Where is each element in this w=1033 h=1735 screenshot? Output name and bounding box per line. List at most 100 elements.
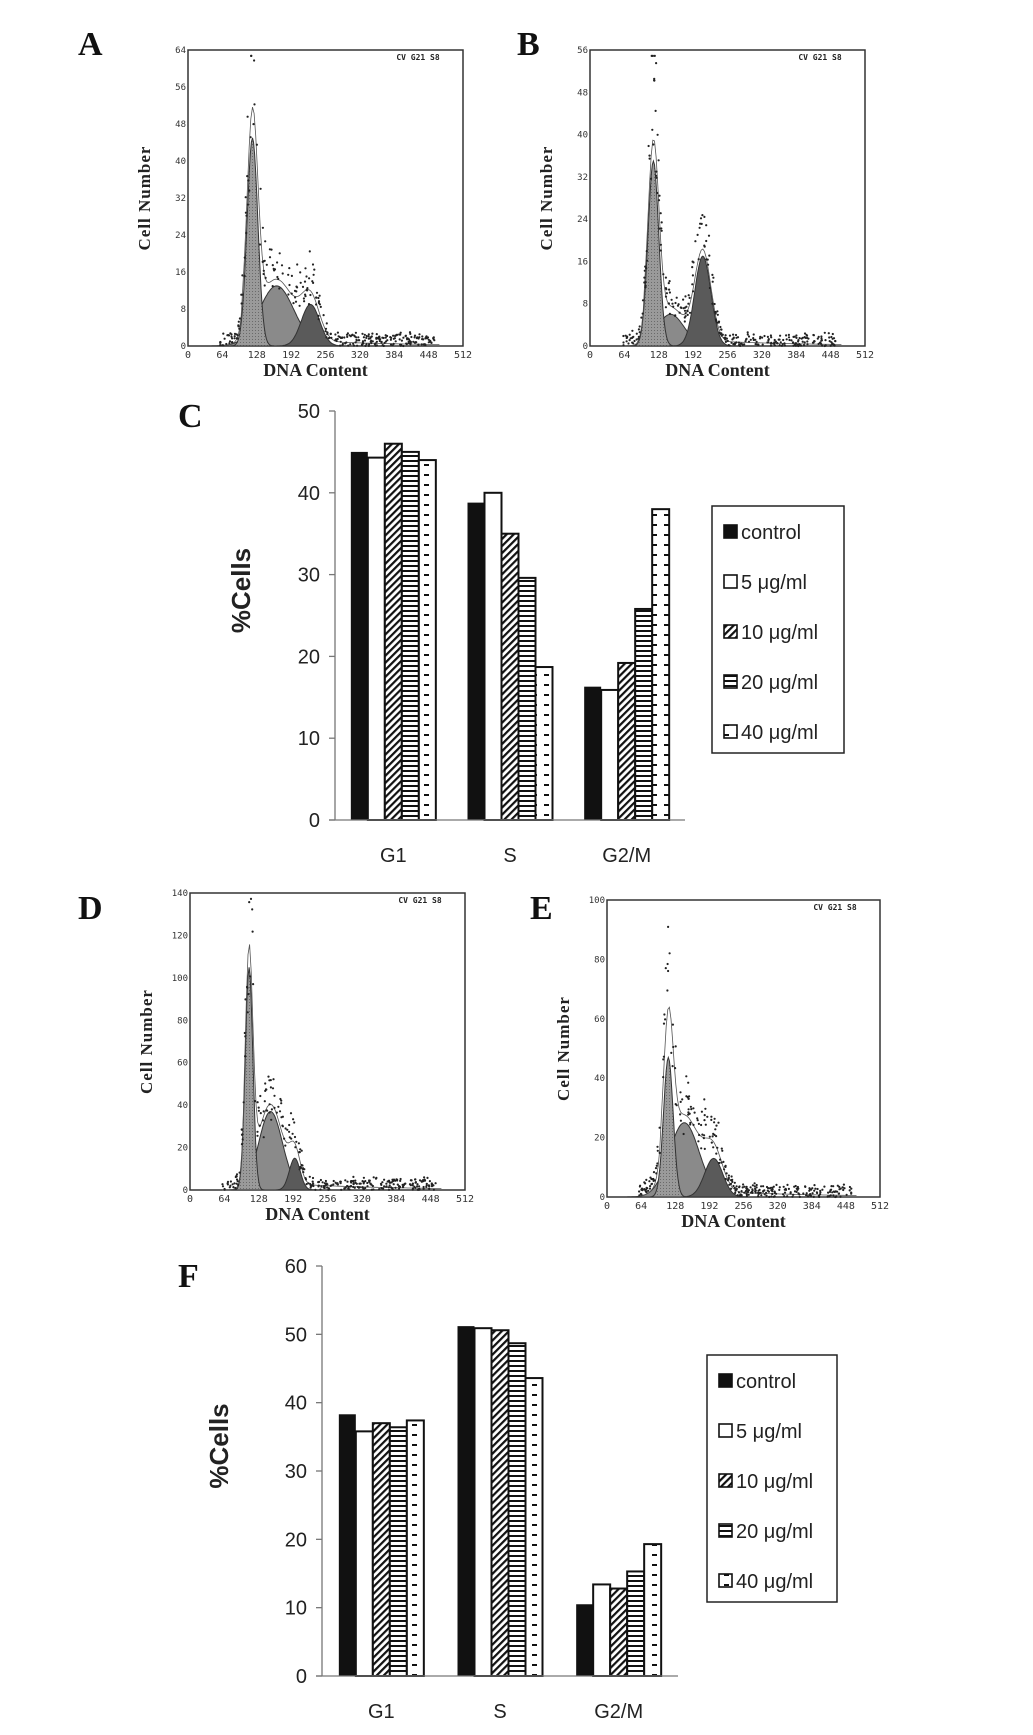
data-point [671, 302, 674, 305]
data-point [366, 1181, 369, 1185]
annotation: CV G21 S8 [396, 53, 440, 62]
data-point [703, 244, 706, 247]
y-tick-label: 0 [181, 342, 186, 352]
data-point [716, 310, 719, 313]
data-point [779, 341, 782, 344]
data-point [638, 325, 641, 328]
data-point [422, 338, 425, 341]
data-point [221, 1185, 225, 1188]
data-point [317, 318, 320, 321]
fit-component-g2m [670, 255, 736, 347]
y-tick-label: 40 [175, 157, 186, 167]
data-point [301, 285, 305, 288]
data-point [352, 1185, 355, 1189]
y-tick-label: 40 [177, 1101, 188, 1111]
data-point [670, 298, 673, 301]
data-point [311, 1180, 314, 1183]
y-tick-label: 60 [594, 1015, 605, 1025]
data-point [382, 336, 385, 340]
data-point [356, 344, 359, 347]
data-point [826, 1195, 829, 1198]
data-point [628, 339, 631, 342]
data-point [334, 333, 337, 336]
data-point [363, 333, 366, 336]
data-point [349, 343, 352, 346]
data-point [668, 288, 671, 291]
data-point [339, 344, 342, 347]
data-point [349, 1180, 352, 1183]
data-point [707, 234, 711, 237]
data-point [773, 1190, 776, 1193]
data-point [744, 340, 747, 343]
data-point [703, 215, 706, 218]
data-point [842, 1183, 846, 1186]
data-point [710, 1115, 713, 1118]
data-point [703, 1119, 706, 1122]
data-point [793, 1190, 797, 1193]
data-point [645, 250, 648, 253]
data-point [692, 261, 695, 264]
data-point [651, 1178, 654, 1181]
data-point [755, 340, 758, 343]
histogram-panel-e: 0 64 128 192 256 320 384 448 512 0 20 40 60 80 100 CV G… [554, 896, 889, 1231]
data-point [778, 1186, 781, 1189]
bar-white-g1 [354, 1430, 374, 1678]
data-point [302, 297, 305, 300]
data-point [428, 1187, 431, 1190]
data-point [655, 176, 658, 179]
data-point [287, 273, 290, 276]
data-point [241, 274, 244, 277]
data-point [701, 214, 704, 217]
data-point [782, 1185, 785, 1188]
legend-swatch-white [718, 1423, 733, 1438]
x-tick-label: 128 [248, 350, 266, 361]
plot-frame [606, 899, 881, 1198]
data-point [259, 1094, 262, 1098]
data-point [725, 1172, 728, 1175]
data-point [425, 1184, 428, 1187]
data-point [365, 334, 368, 338]
bar-dashes-s [524, 1377, 544, 1677]
data-point [766, 335, 770, 338]
data-point [235, 1173, 239, 1176]
data-point [332, 1183, 335, 1186]
data-point [317, 296, 320, 300]
bar-horizontal-g1 [388, 1426, 408, 1678]
data-point [658, 1126, 661, 1129]
data-point [343, 1187, 346, 1190]
data-point [652, 143, 655, 146]
data-point [271, 264, 274, 267]
data-point [664, 967, 667, 970]
data-point [423, 1179, 427, 1182]
data-point [757, 1195, 760, 1198]
x-tick-label: 448 [422, 1194, 440, 1205]
data-point [768, 1195, 771, 1198]
bar-solid-g1 [350, 451, 368, 820]
data-point [311, 1176, 315, 1180]
data-point [326, 331, 329, 334]
data-point [298, 1168, 301, 1171]
histogram-panel-b: 0 64 128 192 256 320 384 448 512 0 8 16 24 32 40 48 56 CV… [537, 46, 874, 380]
data-point [692, 1123, 695, 1126]
y-tick-label: 10 [298, 728, 320, 750]
data-point [724, 340, 728, 343]
data-point [276, 261, 279, 264]
x-tick-label: 128 [666, 1201, 684, 1212]
data-point [770, 336, 773, 339]
data-point [294, 1146, 297, 1149]
data-point [759, 335, 762, 338]
data-point [399, 1177, 402, 1181]
data-point [290, 274, 293, 277]
data-point [638, 1190, 641, 1193]
data-point [304, 1178, 308, 1181]
data-point [700, 1123, 703, 1127]
data-point [231, 1183, 234, 1186]
data-point [304, 293, 307, 296]
y-tick-label: 56 [175, 83, 186, 93]
data-point [300, 1149, 303, 1152]
data-point [643, 276, 646, 279]
data-point [716, 321, 719, 324]
data-point [281, 1125, 284, 1128]
y-tick-label: 40 [577, 131, 588, 141]
data-point [718, 1161, 721, 1165]
